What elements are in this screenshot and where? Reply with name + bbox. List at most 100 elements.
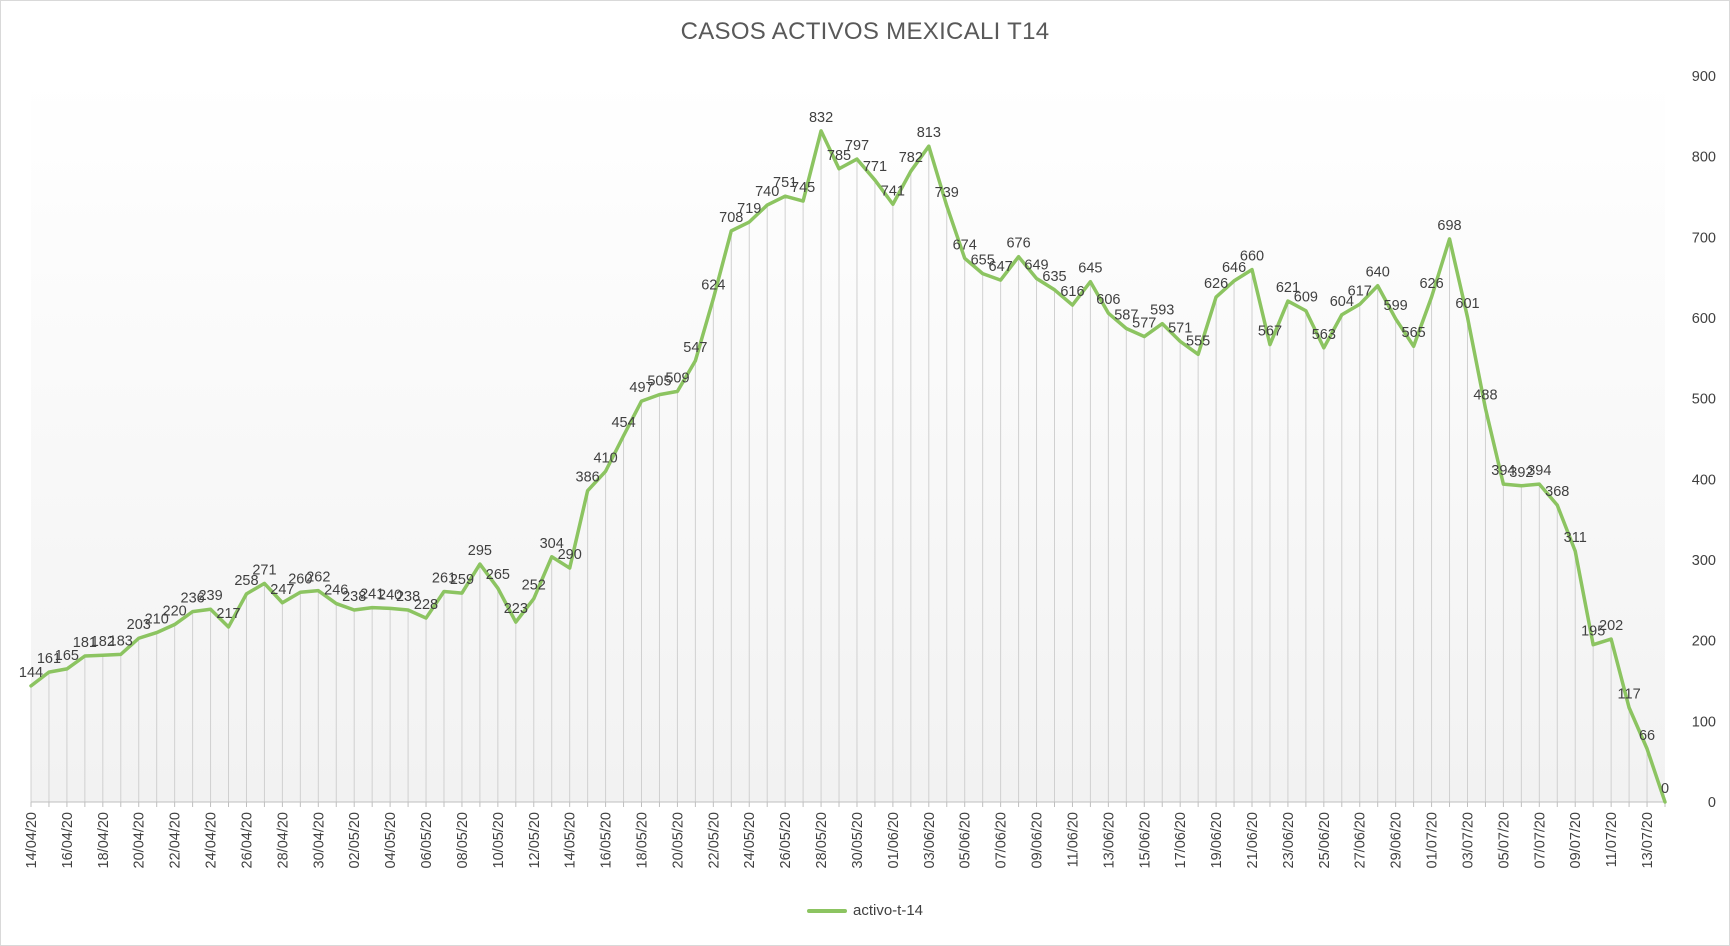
data-label: 771: [863, 159, 887, 175]
data-label: 599: [1384, 298, 1408, 314]
data-label: 238: [342, 589, 366, 605]
data-label: 240: [378, 587, 402, 603]
x-tick-label: 23/06/20: [1281, 812, 1297, 868]
data-label: 660: [1240, 249, 1264, 265]
data-label: 454: [611, 415, 635, 431]
chart-title: CASOS ACTIVOS MEXICALI T14: [680, 18, 1050, 45]
data-label: 410: [593, 450, 617, 466]
x-tick-label: 10/05/20: [491, 812, 507, 868]
data-label: 265: [486, 567, 510, 583]
data-label: 571: [1168, 320, 1192, 336]
plot-area: [31, 76, 1665, 802]
x-tick-label: 09/07/20: [1568, 812, 1584, 868]
data-label: 203: [127, 617, 151, 633]
x-tick-label: 13/06/20: [1101, 812, 1117, 868]
data-label: 246: [324, 583, 348, 599]
data-label: 202: [1599, 618, 1623, 634]
x-tick-label: 07/07/20: [1532, 812, 1548, 868]
x-tick-label: 18/04/20: [96, 812, 112, 868]
data-label: 640: [1366, 265, 1390, 281]
data-label: 165: [55, 648, 79, 664]
x-tick-label: 24/04/20: [204, 812, 220, 868]
x-tick-label: 05/06/20: [958, 812, 974, 868]
data-label: 719: [737, 201, 761, 217]
data-label: 228: [414, 597, 438, 613]
data-label: 785: [827, 148, 851, 164]
data-label: 547: [683, 340, 707, 356]
data-label: 509: [665, 370, 689, 386]
data-label: 621: [1276, 280, 1300, 296]
x-tick-label: 03/07/20: [1460, 812, 1476, 868]
data-label: 616: [1060, 284, 1084, 300]
data-label: 144: [19, 665, 43, 681]
x-tick-label: 05/07/20: [1496, 812, 1512, 868]
y-tick-label: 100: [1692, 714, 1716, 730]
x-tick-label: 16/04/20: [60, 812, 76, 868]
x-tick-label: 07/06/20: [994, 812, 1010, 868]
data-label: 745: [791, 180, 815, 196]
x-tick-label: 28/04/20: [275, 812, 291, 868]
data-label: 182: [91, 634, 115, 650]
data-label: 832: [809, 110, 833, 126]
x-tick-label: 30/05/20: [850, 812, 866, 868]
data-label: 635: [1042, 269, 1066, 285]
x-tick-label: 22/04/20: [168, 812, 184, 868]
data-label: 593: [1150, 303, 1174, 319]
data-label: 259: [450, 572, 474, 588]
series-line: [29, 129, 1667, 804]
x-tick-label: 20/04/20: [132, 812, 148, 868]
data-label: 646: [1222, 260, 1246, 276]
data-label: 655: [971, 253, 995, 269]
data-label: 782: [899, 150, 923, 166]
data-label: 252: [522, 578, 546, 594]
data-label: 751: [773, 175, 797, 191]
data-label: 161: [37, 651, 61, 667]
y-tick-label: 0: [1708, 795, 1716, 811]
x-tick-label: 09/06/20: [1030, 812, 1046, 868]
x-tick-label: 17/06/20: [1173, 812, 1189, 868]
data-label: 563: [1312, 327, 1336, 343]
x-axis: 14/04/20 16/04/20 18/04/20 20/04/20 22/04/20…: [24, 801, 1666, 868]
data-label: 647: [989, 259, 1013, 275]
data-label: 239: [198, 588, 222, 604]
data-label: 181: [73, 635, 97, 651]
data-label: 577: [1132, 316, 1156, 332]
data-label: 271: [252, 562, 276, 578]
data-label: 0: [1661, 781, 1669, 797]
x-tick-label: 18/05/20: [635, 812, 651, 868]
data-label: 741: [881, 183, 905, 199]
data-label: 606: [1096, 292, 1120, 308]
data-label: 505: [647, 374, 671, 390]
data-labels: 1441611651811821832032102202362392172582…: [19, 110, 1669, 797]
y-tick-label: 500: [1692, 392, 1716, 408]
x-tick-label: 26/04/20: [239, 812, 255, 868]
data-label: 210: [145, 612, 169, 628]
x-tick-label: 12/05/20: [527, 812, 543, 868]
data-label: 739: [935, 185, 959, 201]
data-label: 488: [1473, 387, 1497, 403]
data-label: 394: [1491, 463, 1515, 479]
x-tick-label: 27/06/20: [1353, 812, 1369, 868]
data-label: 223: [504, 601, 528, 617]
y-tick-label: 400: [1692, 472, 1716, 488]
data-label: 311: [1564, 530, 1587, 546]
x-tick-label: 30/04/20: [311, 812, 327, 868]
x-tick-label: 04/05/20: [383, 812, 399, 868]
data-label: 247: [270, 582, 294, 598]
y-tick-label: 200: [1692, 634, 1716, 650]
x-tick-label: 06/05/20: [419, 812, 435, 868]
x-tick-label: 16/05/20: [599, 812, 615, 868]
y-axis: 0 100 200 300 400 500 600 700 800 900: [1692, 69, 1716, 811]
data-label: 290: [558, 547, 582, 563]
data-label: 708: [719, 210, 743, 226]
legend-label: activo-t-14: [852, 902, 924, 919]
y-tick-label: 900: [1692, 69, 1716, 85]
data-label: 645: [1078, 261, 1102, 277]
data-label: 236: [181, 591, 205, 607]
y-tick-label: 700: [1692, 230, 1716, 246]
series-line-group: [29, 129, 1667, 804]
x-tick-label: 11/06/20: [1065, 812, 1081, 867]
data-label: 676: [1006, 236, 1030, 252]
data-label: 368: [1545, 484, 1569, 500]
